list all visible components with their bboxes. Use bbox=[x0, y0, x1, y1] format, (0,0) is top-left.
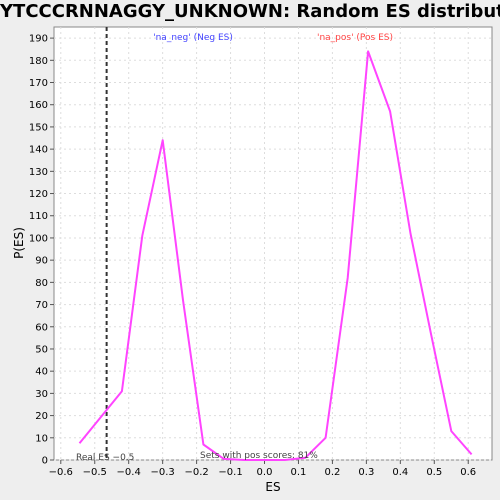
y-axis-label: P(ES) bbox=[12, 227, 26, 259]
grid-lines bbox=[54, 27, 492, 461]
plot-area bbox=[53, 26, 493, 461]
x-tick-label: −0.5 bbox=[83, 467, 107, 478]
y-tick-label: 120 bbox=[29, 189, 48, 200]
real-es-label: Real ES −0.5 bbox=[76, 453, 134, 463]
y-tick-label: 170 bbox=[29, 78, 48, 89]
x-tick-label: −0.2 bbox=[184, 467, 208, 478]
y-tick-label: 150 bbox=[29, 122, 48, 133]
y-tick-label: 20 bbox=[35, 411, 48, 422]
series-group bbox=[78, 27, 473, 461]
x-tick-label: −0.6 bbox=[49, 467, 73, 478]
x-axis: −0.6 −0.5 −0.4 −0.3 −0.2 −0.1 0.0 0.1 0.2 0.3 0.4 0… bbox=[49, 460, 476, 478]
y-tick-label: 70 bbox=[35, 300, 48, 311]
y-tick-label: 160 bbox=[29, 100, 48, 111]
y-tick-label: 80 bbox=[35, 278, 48, 289]
x-tick-label: −0.1 bbox=[218, 467, 242, 478]
y-tick-label: 0 bbox=[42, 456, 48, 467]
y-tick-label: 100 bbox=[29, 233, 48, 244]
y-tick-label: 90 bbox=[35, 256, 48, 267]
y-tick-label: 40 bbox=[35, 367, 48, 378]
x-axis-label: ES bbox=[265, 480, 280, 494]
y-tick-label: 180 bbox=[29, 56, 48, 67]
y-tick-label: 10 bbox=[35, 433, 48, 444]
x-tick-label: 0.1 bbox=[291, 467, 307, 478]
x-tick-label: 0.5 bbox=[426, 467, 442, 478]
x-tick-label: 0.6 bbox=[460, 467, 476, 478]
x-tick-label: 0.0 bbox=[257, 467, 273, 478]
x-tick-label: 0.4 bbox=[392, 467, 408, 478]
es-distribution-line bbox=[78, 50, 473, 461]
pos-scores-label: Sets with pos scores: 81% bbox=[200, 451, 318, 461]
y-tick-label: 30 bbox=[35, 389, 48, 400]
x-tick-label: −0.3 bbox=[151, 467, 175, 478]
y-tick-label: 60 bbox=[35, 322, 48, 333]
y-tick-label: 140 bbox=[29, 145, 48, 156]
x-tick-label: 0.3 bbox=[358, 467, 374, 478]
y-tick-label: 50 bbox=[35, 344, 48, 355]
annotations: 'na_neg' (Neg ES) 'na_pos' (Pos ES) Real E… bbox=[76, 33, 393, 463]
x-tick-label: −0.4 bbox=[117, 467, 141, 478]
chart-title: YTCCCRNNAGGY_UNKNOWN: Random ES distribu… bbox=[0, 1, 500, 22]
y-tick-label: 130 bbox=[29, 167, 48, 178]
pos-es-label: 'na_pos' (Pos ES) bbox=[317, 33, 393, 43]
neg-es-label: 'na_neg' (Neg ES) bbox=[153, 33, 233, 43]
y-tick-label: 110 bbox=[29, 211, 48, 222]
x-tick-label: 0.2 bbox=[324, 467, 340, 478]
y-tick-label: 190 bbox=[29, 34, 48, 45]
y-axis: 0 10 20 30 40 50 60 70 80 90 100 110 120 130 140 150 160… bbox=[29, 34, 54, 467]
